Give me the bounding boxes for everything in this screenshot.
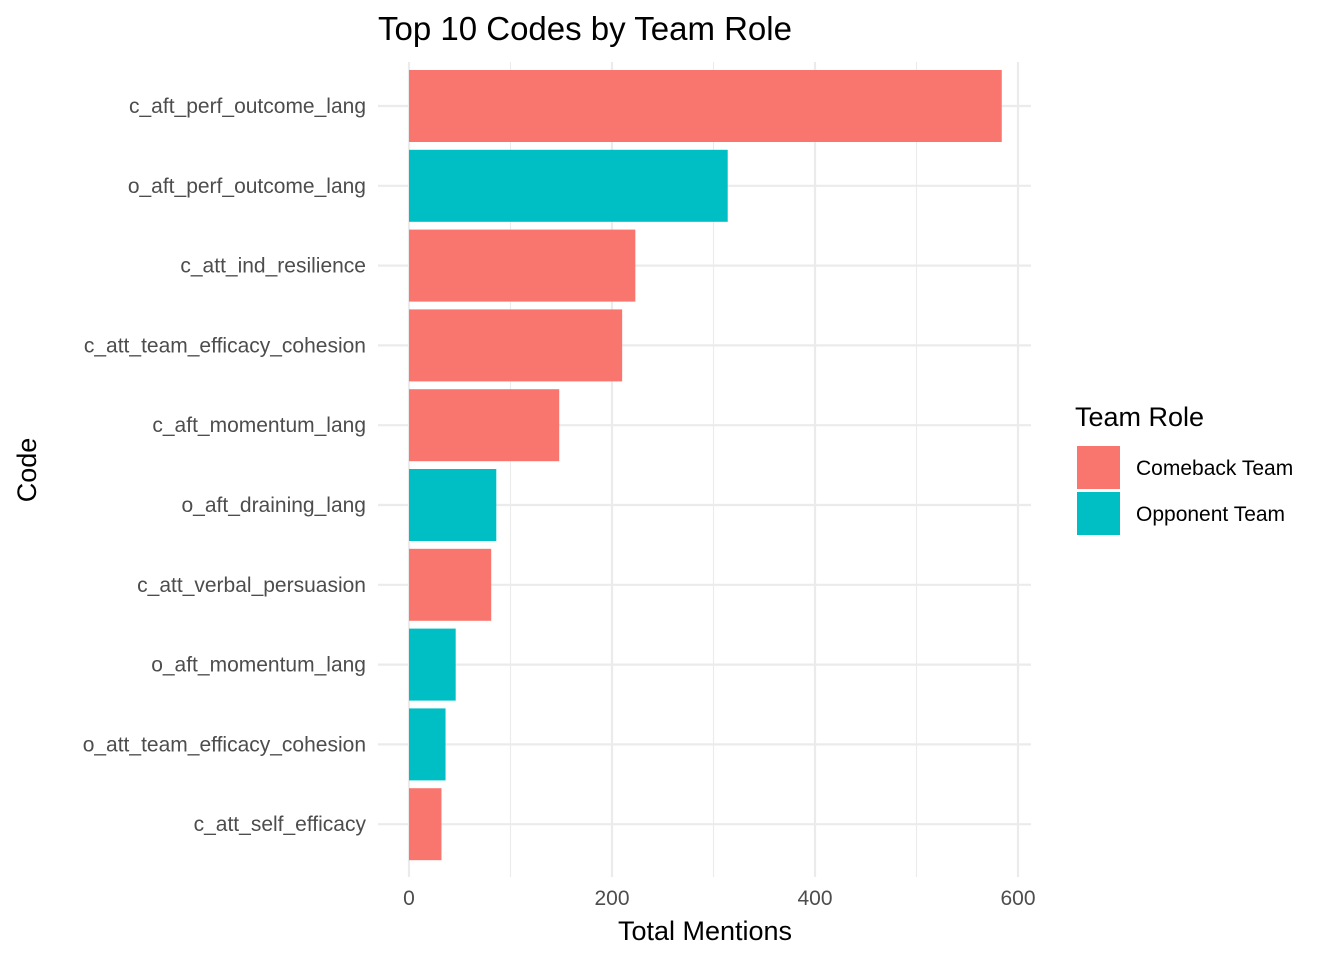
x-tick-label: 400 xyxy=(797,887,832,910)
bar xyxy=(409,788,442,861)
y-tick-label: o_aft_perf_outcome_lang xyxy=(128,175,366,198)
y-tick-label: o_aft_draining_lang xyxy=(182,494,367,517)
bar xyxy=(409,229,636,302)
bar xyxy=(409,149,728,222)
y-tick-label: o_aft_momentum_lang xyxy=(151,654,366,677)
x-tick-label: 0 xyxy=(403,887,415,910)
bar xyxy=(409,389,560,462)
y-tick-label: c_att_team_efficacy_cohesion xyxy=(84,334,366,357)
x-axis-title: Total Mentions xyxy=(618,916,792,946)
chart-title: Top 10 Codes by Team Role xyxy=(378,10,792,47)
y-tick-label: c_att_self_efficacy xyxy=(194,813,367,836)
legend-label: Opponent Team xyxy=(1136,503,1285,526)
y-tick-label: c_att_ind_resilience xyxy=(180,255,366,278)
legend-key xyxy=(1077,446,1120,489)
legend-label: Comeback Team xyxy=(1136,457,1293,480)
bar xyxy=(409,628,456,701)
bar xyxy=(409,708,446,781)
x-tick-labels: 0 200 400 600 xyxy=(403,887,1035,910)
bar xyxy=(409,309,623,382)
x-tick-label: 200 xyxy=(594,887,629,910)
bar xyxy=(409,70,1002,142)
legend-key xyxy=(1077,492,1120,535)
legend: Team Role Comeback Team Opponent Team xyxy=(1075,402,1293,535)
y-tick-label: c_aft_perf_outcome_lang xyxy=(129,95,366,118)
bar xyxy=(409,469,497,541)
y-tick-label: c_att_verbal_persuasion xyxy=(137,574,366,597)
y-tick-label: c_aft_momentum_lang xyxy=(152,414,366,437)
y-tick-labels: c_aft_perf_outcome_lang o_aft_perf_outcom… xyxy=(83,95,367,836)
y-axis-title: Code xyxy=(12,438,42,503)
legend-title: Team Role xyxy=(1075,402,1204,432)
bar xyxy=(409,548,492,621)
y-tick-label: o_att_team_efficacy_cohesion xyxy=(83,733,366,756)
bars xyxy=(409,70,1002,861)
x-tick-label: 600 xyxy=(1000,887,1035,910)
